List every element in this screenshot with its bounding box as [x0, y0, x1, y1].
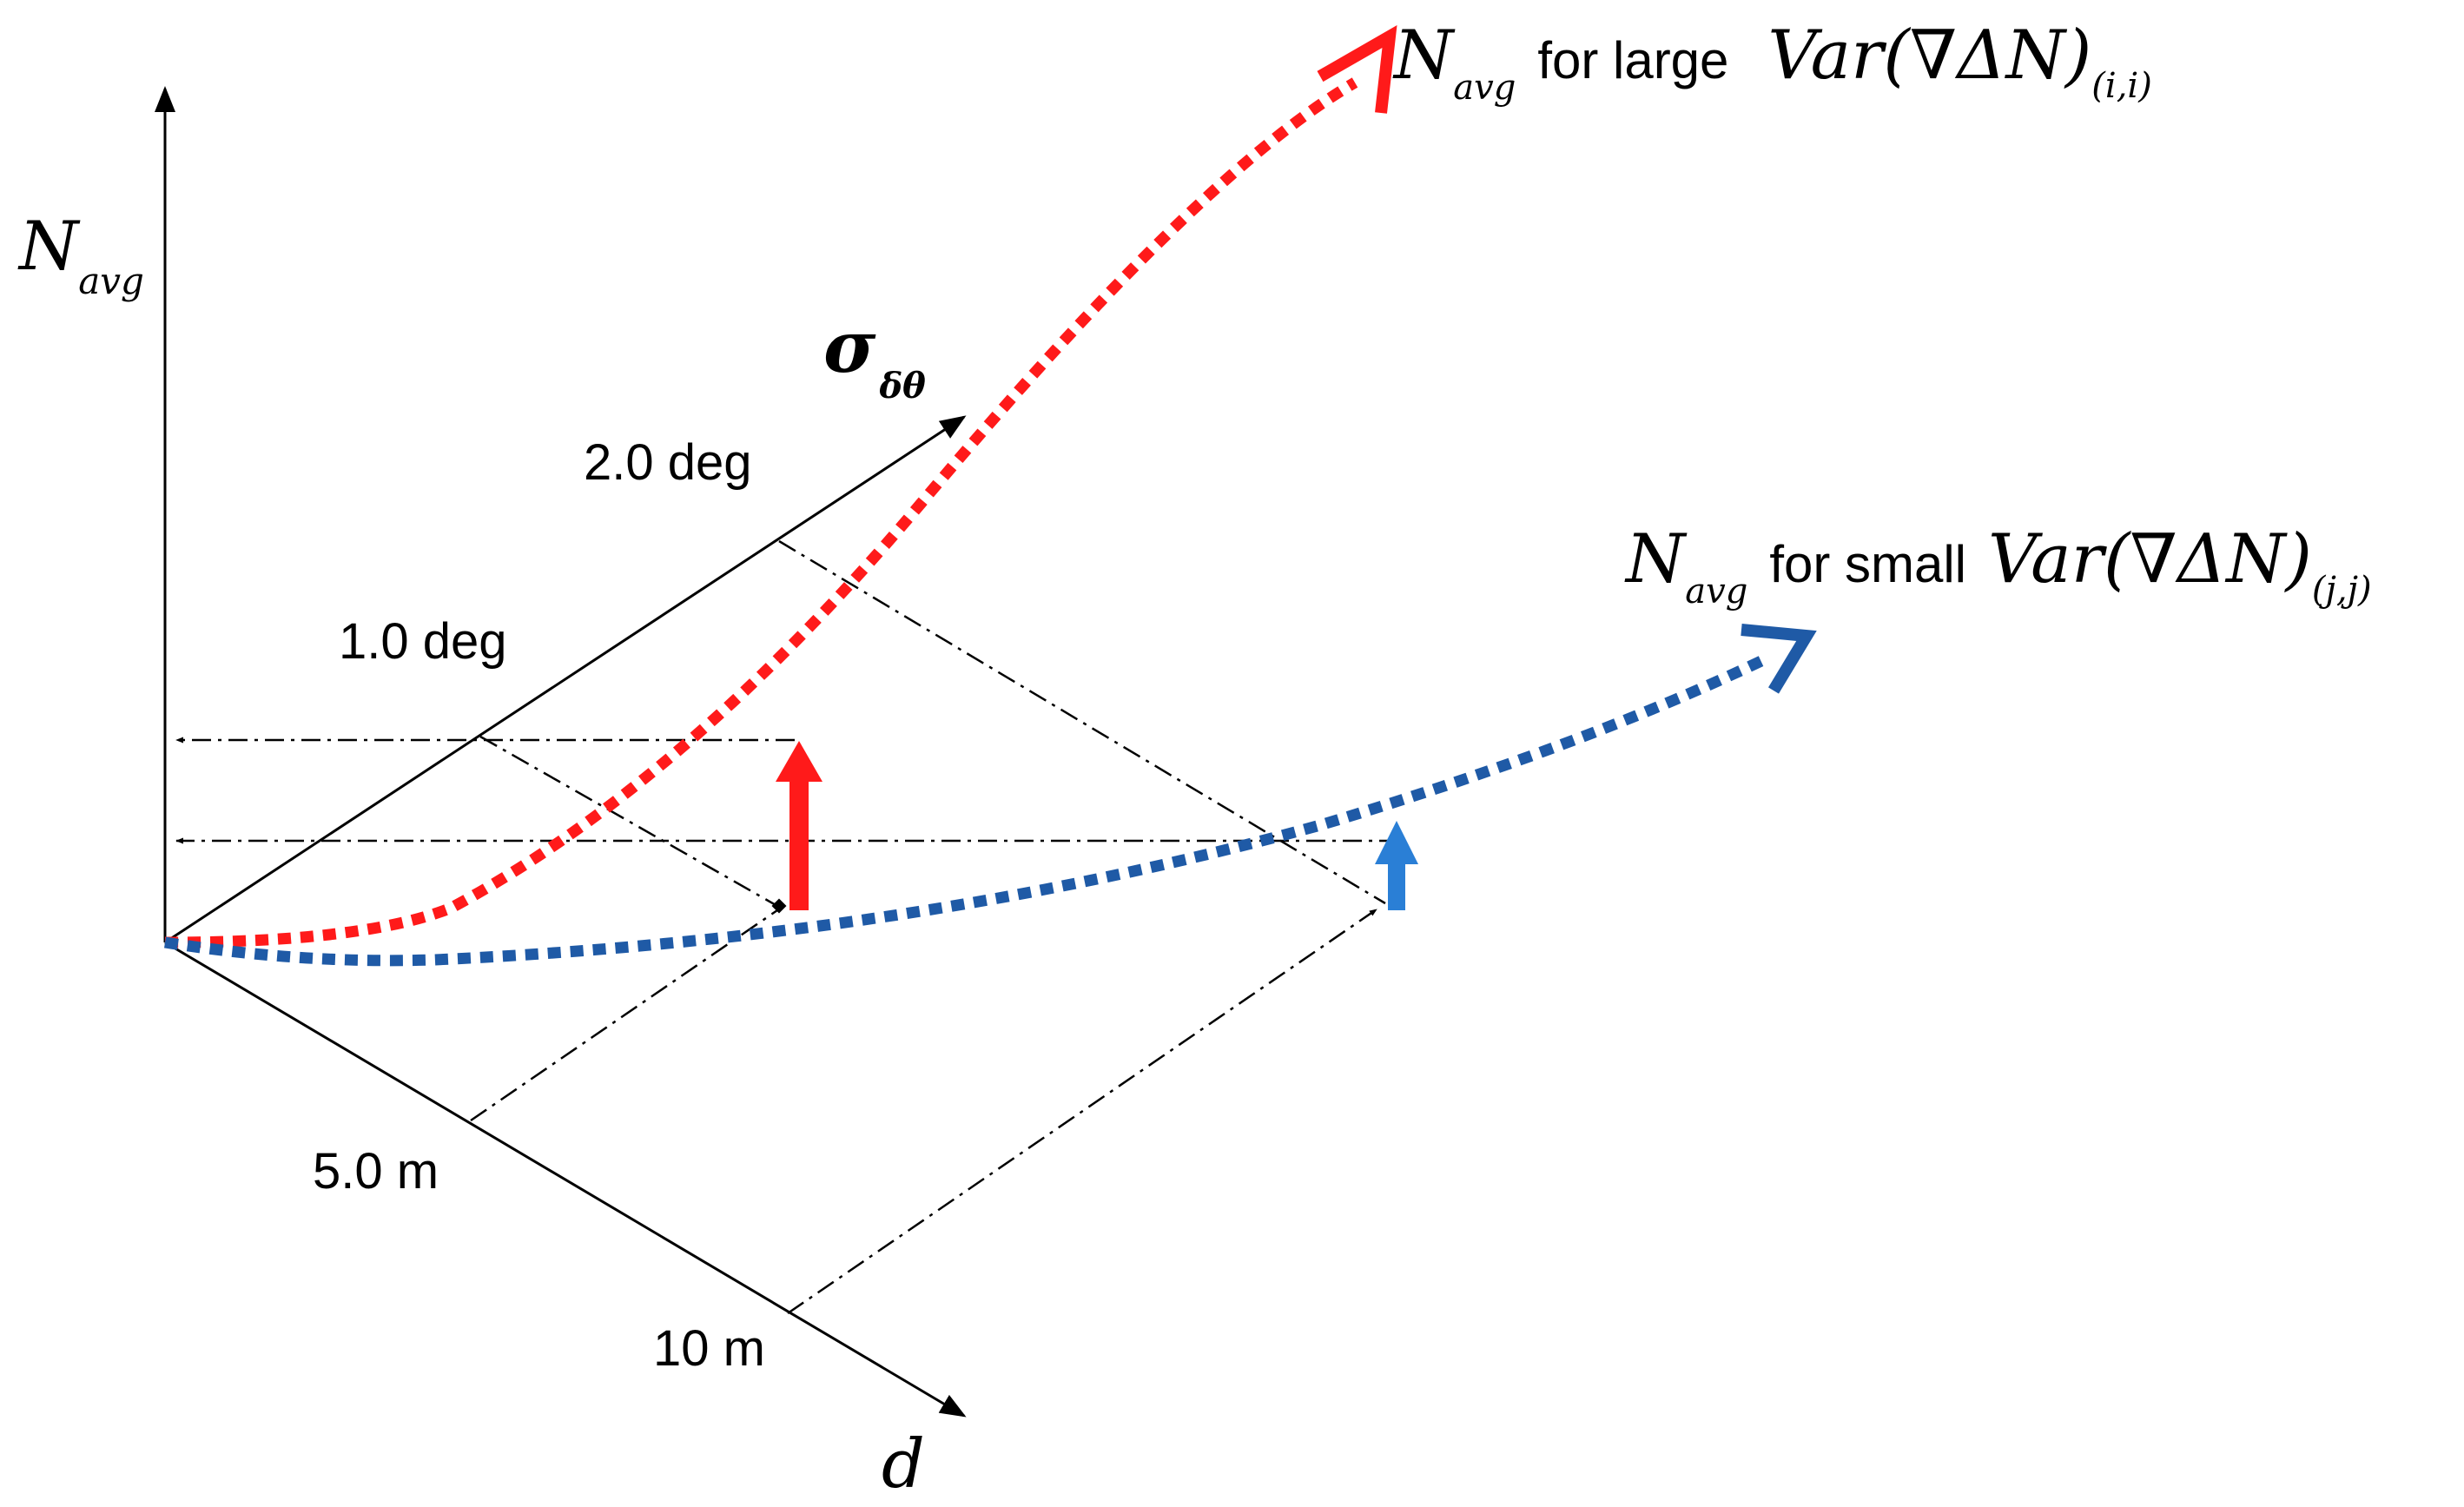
vertical-axis-label: Navg [17, 208, 144, 302]
angle-tick-1deg: 1.0 deg [339, 613, 507, 670]
projection-5m-up [470, 909, 778, 1122]
projection-2deg-to-10m [778, 539, 1386, 905]
distance-tick-5m: 5.0 m [313, 1143, 439, 1200]
projection-lines [175, 539, 1398, 1315]
red-curve-label: Navg for large Var(∇ΔN)(i,i) [1392, 17, 2152, 108]
angle-tick-2deg: 2.0 deg [584, 434, 752, 491]
distance-tick-10m: 10 m [653, 1320, 765, 1377]
blue-curve-arrowhead [1741, 624, 1817, 694]
blue-curve [163, 655, 1766, 967]
blue-up-arrow [1375, 821, 1418, 910]
angle-axis-label: σ δθ [823, 306, 926, 406]
projection-10m-up [787, 908, 1377, 1315]
blue-curve-label: Navg for small Var(∇ΔN)(j,j) [1624, 520, 2372, 611]
distance-axis [164, 941, 967, 1418]
grid-point-marker [771, 898, 787, 914]
red-curve-arrowhead [1317, 25, 1397, 114]
distance-axis-label: d [882, 1425, 925, 1504]
red-up-arrow [776, 741, 822, 910]
angle-axis [164, 415, 967, 944]
red-curve [164, 77, 1358, 948]
projection-1deg-to-5m [479, 735, 778, 908]
